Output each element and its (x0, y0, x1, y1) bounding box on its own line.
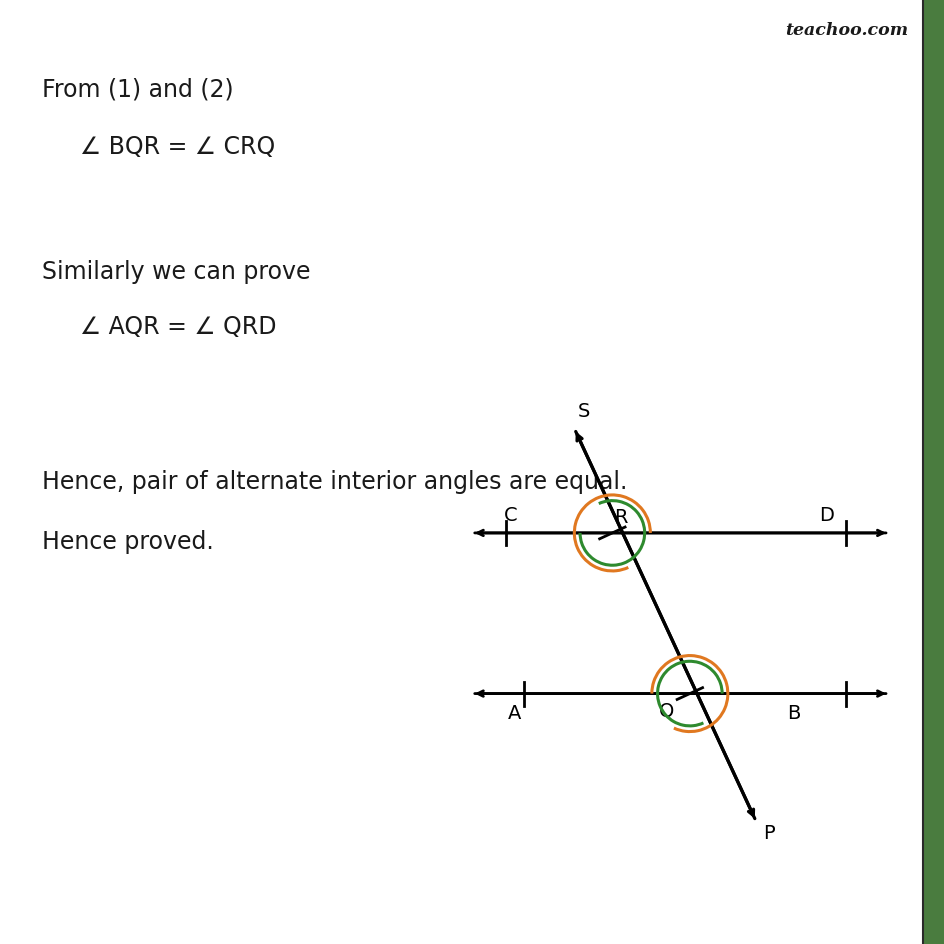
Text: S: S (577, 401, 590, 420)
Text: Hence proved.: Hence proved. (42, 530, 213, 553)
Text: B: B (786, 703, 800, 722)
Bar (922, 0, 944, 944)
Text: Q: Q (658, 700, 673, 719)
Text: D: D (818, 505, 834, 524)
Text: A: A (508, 703, 521, 722)
Text: ∠ BQR = ∠ CRQ: ∠ BQR = ∠ CRQ (80, 135, 275, 159)
Text: ∠ AQR = ∠ QRD: ∠ AQR = ∠ QRD (80, 314, 277, 339)
Text: R: R (614, 508, 627, 527)
Text: From (1) and (2): From (1) and (2) (42, 78, 233, 102)
Text: P: P (763, 823, 774, 842)
Text: Similarly we can prove: Similarly we can prove (42, 260, 311, 284)
Text: C: C (503, 505, 516, 524)
Text: teachoo.com: teachoo.com (784, 22, 907, 39)
Text: Hence, pair of alternate interior angles are equal.: Hence, pair of alternate interior angles… (42, 469, 627, 494)
